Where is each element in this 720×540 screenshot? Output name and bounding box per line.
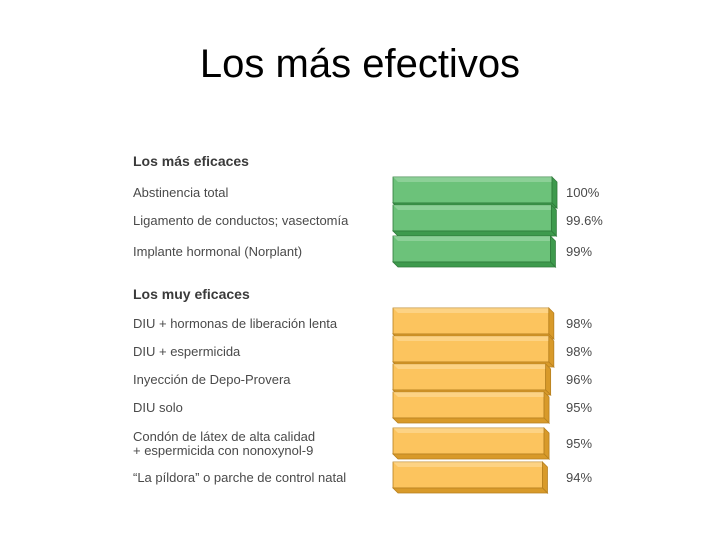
bar-label: Inyección de Depo-Provera — [133, 372, 291, 387]
bar-value-label: 95% — [566, 400, 592, 415]
bar-label: Abstinencia total — [133, 185, 229, 200]
bar-value-label: 94% — [566, 470, 592, 485]
bar-row: DIU solo 95% — [133, 391, 592, 424]
bar-row: Condón de látex de alta calidad+ espermi… — [133, 427, 592, 460]
group-heading: Los muy eficaces — [133, 286, 250, 302]
bar-top-face — [393, 308, 554, 313]
bar-label: DIU + espermicida — [133, 344, 241, 359]
bar-bottom-face — [392, 230, 558, 237]
group-heading: Los más eficaces — [133, 153, 249, 169]
slide-title: Los más efectivos — [199, 42, 521, 86]
bar-top-face — [393, 336, 554, 341]
bar-row: Inyección de Depo-Provera 96% — [133, 363, 592, 396]
bar-row: DIU + espermicida 98% — [133, 335, 592, 368]
bar-label: DIU + hormonas de liberación lenta — [133, 316, 338, 331]
bar-bottom-face — [392, 417, 551, 424]
bar-top-face — [393, 462, 548, 467]
bar-label: Implante hormonal (Norplant) — [133, 244, 302, 259]
bar-row: DIU + hormonas de liberación lenta 98% — [133, 307, 592, 340]
bar-bottom-face — [392, 261, 557, 268]
bar-top-face — [393, 205, 557, 210]
bar-row: Ligamento de conductos; vasectomía 99.6% — [133, 204, 603, 237]
bar-row: Abstinencia total 100% — [133, 176, 600, 209]
bar-label: Ligamento de conductos; vasectomía — [133, 213, 349, 228]
bar-value-label: 99% — [566, 244, 592, 259]
bar-label: DIU solo — [133, 400, 183, 415]
bar-row: “La píldora” o parche de control natal 94… — [133, 461, 592, 494]
bar-top-face — [393, 392, 550, 397]
bar-value-label: 98% — [566, 344, 592, 359]
bar-bottom-face — [392, 453, 551, 460]
bar-top-face — [393, 177, 557, 182]
bar-value-label: 96% — [566, 372, 592, 387]
bar-value-label: 95% — [566, 436, 592, 451]
bar-label: “La píldora” o parche de control natal — [133, 470, 346, 485]
bar-bottom-face — [392, 487, 549, 494]
bar-top-face — [393, 364, 551, 369]
bar-row: Implante hormonal (Norplant) 99% — [133, 235, 592, 268]
bar-value-label: 98% — [566, 316, 592, 331]
bar-value-label: 100% — [566, 185, 600, 200]
bar-value-label: 99.6% — [566, 213, 603, 228]
bar-top-face — [393, 236, 556, 241]
bar-label: + espermicida con nonoxynol-9 — [133, 443, 313, 458]
bar-label: Condón de látex de alta calidad — [133, 429, 315, 444]
bar-top-face — [393, 428, 550, 433]
